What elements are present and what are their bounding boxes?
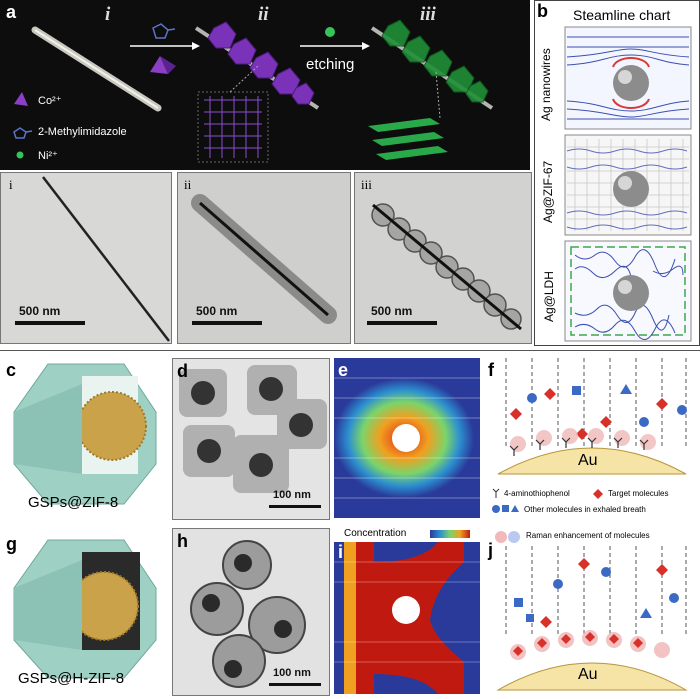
- panel-b-letter: b: [537, 1, 548, 21]
- purple-tetrahedron-icon: [14, 92, 28, 106]
- panel-e-simulation: e: [334, 358, 480, 518]
- tem-image-i: i 500 nm: [0, 172, 172, 344]
- panel-d-tem: d 100 nm: [172, 358, 330, 520]
- tem-iii-scalebar: 500 nm: [371, 304, 413, 318]
- tem-image-iii: iii 500 nm: [354, 172, 532, 344]
- tem-image-ii: ii 500 nm: [177, 172, 351, 344]
- panel-g: g GSPs@H-ZIF-8: [0, 528, 168, 698]
- section-divider: [0, 350, 700, 351]
- imidazole-ring-icon: [13, 127, 27, 139]
- panel-f-schematic: f Au 4-aminothiophenol Target molecules …: [486, 358, 698, 518]
- tem-ii-label: ii: [184, 177, 192, 192]
- stage-ii-label: ii: [258, 4, 269, 25]
- panel-a-schematic: a i ii iii etching: [0, 0, 530, 170]
- row-ag-ldh: Ag@LDH: [542, 271, 556, 322]
- row-ag-zif67: Ag@ZIF-67: [541, 160, 555, 223]
- panel-f-letter: f: [488, 360, 494, 380]
- stage-i-label: i: [105, 4, 111, 25]
- panel-j-schematic: j Au: [486, 528, 698, 694]
- green-dot-icon: [16, 151, 24, 159]
- legend-target: Target molecules: [608, 489, 669, 498]
- legend-co: Co²⁺: [38, 95, 62, 107]
- pink-halo-icon: [495, 531, 520, 543]
- panel-c-letter: c: [6, 360, 17, 380]
- tem-iii-label: iii: [361, 177, 372, 192]
- panel-i-letter: i: [338, 542, 344, 562]
- panel-c: c GSPs@ZIF-8: [0, 354, 168, 524]
- panel-b-title: Steamline chart: [573, 7, 671, 23]
- legend-aminothiophenol: 4-aminothiophenol: [504, 489, 570, 498]
- panel-g-letter: g: [6, 534, 17, 554]
- panel-h-scalebar: 100 nm: [273, 667, 311, 679]
- etching-label: etching: [306, 56, 355, 73]
- legend-raman: Raman enhancement of molecules: [526, 531, 650, 540]
- tem-i-scalebar: 500 nm: [19, 304, 61, 318]
- tem-ii-scalebar: 500 nm: [196, 304, 238, 318]
- stage-iii-label: iii: [420, 4, 436, 25]
- panel-c-caption: GSPs@ZIF-8: [28, 494, 119, 511]
- legend-other-molecules: Other molecules in exhaled breath: [524, 505, 646, 514]
- red-diamond-icon: [593, 489, 603, 499]
- panel-f-au: Au: [578, 452, 598, 469]
- legend-methylimidazole: 2-Methylimidazole: [38, 126, 127, 138]
- panel-d-scalebar: 100 nm: [273, 489, 311, 501]
- panel-h-letter: h: [177, 531, 188, 551]
- panel-e-letter: e: [338, 360, 349, 380]
- panel-b-streamlines: b Steamline chart: [534, 0, 700, 346]
- row-ag-nanowires: Ag nanowires: [539, 48, 553, 121]
- legend-ni: Ni²⁺: [38, 150, 58, 162]
- y-linker-icon: [492, 488, 500, 498]
- panel-i-colorbar-label: Concentration: [344, 528, 407, 539]
- panel-j-letter: j: [488, 540, 494, 560]
- panel-d-letter: d: [177, 361, 188, 381]
- panel-a-drawing: [13, 19, 494, 163]
- tem-i-label: i: [9, 177, 13, 192]
- panel-a-letter: a: [6, 2, 17, 22]
- panel-i-simulation: Concentration i: [334, 528, 480, 694]
- panel-g-caption: GSPs@H-ZIF-8: [18, 670, 125, 687]
- panel-j-au: Au: [578, 666, 598, 683]
- panel-h-tem: h 100 nm: [172, 528, 330, 696]
- blue-shapes-icon: [492, 505, 519, 513]
- panel-i-colorbar: [430, 530, 470, 538]
